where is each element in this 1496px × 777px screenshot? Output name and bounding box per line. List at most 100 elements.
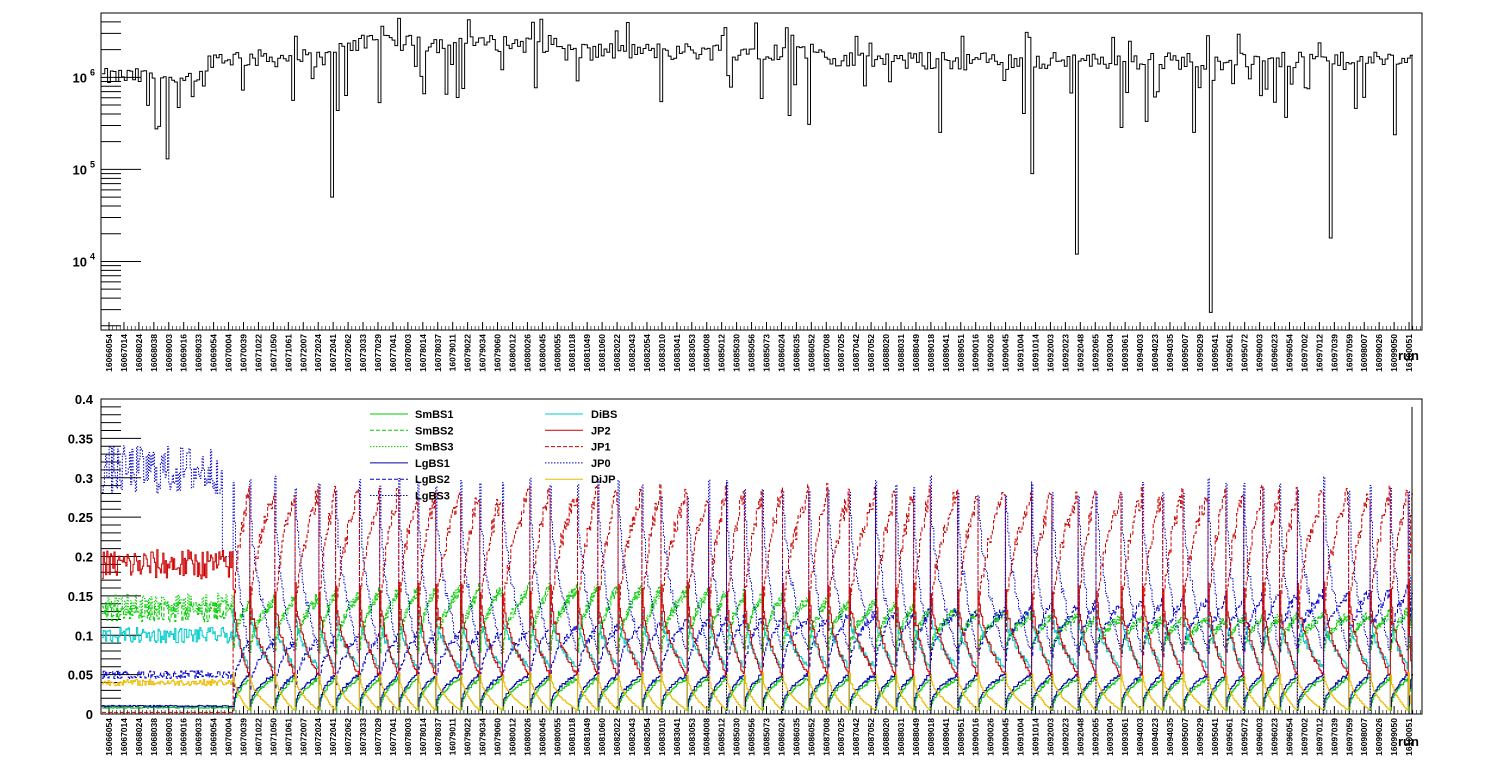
series-line-dijp: [102, 672, 1413, 711]
bottom-x-tick-label: 16082043: [627, 718, 637, 756]
bottom-y-tick-label: 0.35: [68, 431, 93, 446]
bottom-x-tick-label: 16077041: [388, 718, 398, 756]
bottom-x-tick-label: 16068024: [134, 718, 144, 756]
top-x-tick-label: 16082043: [627, 334, 637, 372]
top-x-tick-label: 16095029: [1195, 334, 1205, 372]
bottom-x-tick-label: 16079034: [478, 718, 488, 756]
bottom-x-tick-label: 16072062: [343, 718, 353, 756]
bottom-x-tick-label: 16095041: [1210, 718, 1220, 756]
top-x-tick-label: 16071022: [253, 334, 263, 372]
top-x-tick-label: 16078014: [418, 334, 428, 372]
bottom-x-tick-label: 16092048: [1075, 718, 1085, 756]
legend-label-smbs3: SmBS3: [415, 442, 454, 454]
top-x-tick-label: 16085030: [732, 334, 742, 372]
bottom-x-tick-label: 16094035: [1165, 718, 1175, 756]
top-x-tick-label: 16087025: [836, 334, 846, 372]
legend-label-jp1: JP1: [591, 442, 611, 454]
bottom-x-tick-label: 16069033: [194, 718, 204, 756]
legend-label-smbs1: SmBS1: [415, 409, 454, 421]
bottom-x-tick-label: 16089041: [941, 718, 951, 756]
bottom-x-tick-label: 16070004: [224, 718, 234, 756]
bottom-x-tick-label: 16097012: [1314, 718, 1324, 756]
legend-label-dijp: DiJP: [591, 474, 615, 486]
bottom-x-tick-label: 16086024: [776, 718, 786, 756]
bottom-x-tick-label: 16069003: [164, 718, 174, 756]
bottom-x-tick-label: 16087052: [866, 718, 876, 756]
top-x-tick-label: 16088020: [881, 334, 891, 372]
top-x-tick-label: 16079034: [478, 334, 488, 372]
bottom-x-tick-label: 16087008: [821, 718, 831, 756]
bottom-x-tick-label: 16096003: [1255, 718, 1265, 756]
top-x-tick-label: 16068038: [149, 334, 159, 372]
bottom-x-tick-label: 16072024: [313, 718, 323, 756]
top-x-tick-label: 16087008: [821, 334, 831, 372]
bottom-x-tick-label: 16097039: [1329, 718, 1339, 756]
bottom-y-axis: 0 0.05 0.1 0.15 0.2 0.25 0.3 0.35 0.4: [68, 392, 141, 722]
series-line-smbs3: [102, 582, 1413, 655]
top-x-tick-label: 16096054: [1285, 334, 1295, 372]
bottom-x-tick-label: 16093061: [1120, 718, 1130, 756]
top-x-tick-label: 16066054: [104, 334, 114, 372]
bottom-x-tick-label: 16090016: [971, 718, 981, 756]
top-x-tick-label: 16097039: [1329, 334, 1339, 372]
bottom-x-tick-label: 16097002: [1299, 718, 1309, 756]
top-x-tick-label: 16090026: [986, 334, 996, 372]
bottom-x-tick-label: 16094023: [1150, 718, 1160, 756]
top-x-tick-label: 16072062: [343, 334, 353, 372]
bottom-x-tick-label: 16068038: [149, 718, 159, 756]
bottom-x-tick-label: 16083053: [687, 718, 697, 756]
series-line-lgbs3: [102, 445, 1413, 655]
top-x-tick-label: 16081018: [567, 334, 577, 372]
top-x-tick-label: 16079022: [463, 334, 473, 372]
top-y-tick-exponent: 4: [90, 251, 95, 261]
legend-label-lgbs1: LgBS1: [415, 458, 450, 470]
bottom-x-tick-label: 16092065: [1090, 718, 1100, 756]
bottom-x-tick-label: 16081060: [597, 718, 607, 756]
top-x-tick-label: 16072041: [328, 334, 338, 372]
bottom-x-tick-label: 16069016: [179, 718, 189, 756]
bottom-x-tick-label: 16098007: [1359, 718, 1369, 756]
bottom-x-tick-label: 16079022: [463, 718, 473, 756]
top-x-tick-label: 16097059: [1344, 334, 1354, 372]
top-y-tick-exponent: 6: [90, 67, 95, 77]
top-x-tick-label: 16092065: [1090, 334, 1100, 372]
top-x-tick-label: 16081060: [597, 334, 607, 372]
bottom-x-tick-label: 16082054: [642, 718, 652, 756]
top-x-tick-label: 16069003: [164, 334, 174, 372]
top-x-tick-label: 16080055: [552, 334, 562, 372]
top-x-tick-label: 16098007: [1359, 334, 1369, 372]
bottom-x-tick-label: 16070039: [238, 718, 248, 756]
top-x-tick-label: 16088031: [896, 334, 906, 372]
legend-label-jp0: JP0: [591, 458, 611, 470]
bottom-x-tick-label: 16080045: [537, 718, 547, 756]
top-x-tick-label: 16078037: [433, 334, 443, 372]
bottom-x-tick-label: 16080012: [507, 718, 517, 756]
bottom-y-tick-label: 0.05: [68, 668, 93, 683]
bottom-x-tick-label: 16079011: [448, 718, 458, 756]
bottom-x-tick-label: 16081018: [567, 718, 577, 756]
top-x-tick-label: 16067014: [119, 334, 129, 372]
bottom-x-tick-label: 16078014: [418, 718, 428, 756]
bottom-y-tick-label: 0.25: [68, 510, 93, 525]
top-x-tick-label: 16070004: [224, 334, 234, 372]
bottom-x-tick-label: 16100051: [1404, 718, 1414, 756]
bottom-x-tick-label: 16077029: [373, 718, 383, 756]
bottom-x-tick-label: 16095072: [1240, 718, 1250, 756]
top-x-tick-label: 16072024: [313, 334, 323, 372]
top-y-tick-label: 10: [73, 254, 87, 269]
bottom-x-tick-label: 16083041: [672, 718, 682, 756]
bottom-x-tick-label: 16095061: [1225, 718, 1235, 756]
bottom-x-tick-label: 16090026: [986, 718, 996, 756]
legend-label-lgbs3: LgBS3: [415, 491, 450, 503]
bottom-x-tick-label: 16097059: [1344, 718, 1354, 756]
bottom-x-tick-label: 16088020: [881, 718, 891, 756]
top-x-tick-label: 16099050: [1389, 334, 1399, 372]
bottom-x-tick-label: 16071022: [253, 718, 263, 756]
top-x-tick-label: 16087042: [851, 334, 861, 372]
bottom-x-tick-label: 16086052: [806, 718, 816, 756]
bottom-x-tick-label: 16091014: [1030, 718, 1040, 756]
bottom-x-tick-label: 16080055: [552, 718, 562, 756]
top-x-tick-label: 16092048: [1075, 334, 1085, 372]
bottom-x-tick-label: 16086035: [791, 718, 801, 756]
